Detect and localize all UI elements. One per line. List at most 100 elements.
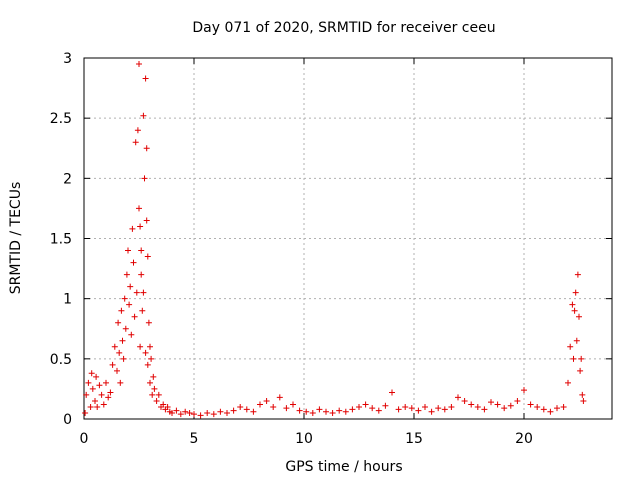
data-point: [134, 127, 141, 134]
data-point: [336, 407, 343, 414]
data-point: [126, 301, 133, 308]
data-point: [121, 295, 128, 302]
data-point: [122, 325, 129, 332]
data-point: [160, 401, 167, 408]
data-point: [105, 394, 112, 401]
data-point: [127, 283, 134, 290]
data-point: [408, 405, 415, 412]
data-point: [82, 409, 89, 416]
data-point: [461, 397, 468, 404]
data-point: [257, 401, 263, 408]
data-point: [140, 289, 147, 296]
data-point: [382, 402, 389, 409]
data-point: [173, 407, 180, 414]
data-point: [145, 319, 152, 326]
data-point: [303, 408, 310, 415]
data-point: [576, 313, 582, 320]
data-point: [115, 319, 122, 326]
x-axis-label: GPS time / hours: [285, 459, 402, 475]
data-point: [263, 397, 270, 404]
data-point: [243, 406, 250, 413]
data-point: [560, 403, 567, 410]
data-point: [578, 355, 585, 362]
data-point: [123, 271, 130, 278]
y-tick-label: 1: [63, 292, 72, 308]
data-point: [149, 391, 156, 398]
data-point: [138, 271, 145, 278]
data-point: [494, 401, 501, 408]
data-point: [88, 370, 95, 377]
y-tick-label: 2: [63, 171, 72, 187]
data-points: [82, 61, 587, 419]
x-tick-label: 20: [515, 431, 533, 447]
data-point: [329, 409, 336, 416]
data-point: [98, 391, 105, 398]
data-point: [521, 387, 527, 394]
data-point: [128, 331, 135, 338]
data-point: [441, 406, 448, 413]
data-point: [316, 406, 323, 413]
data-point: [140, 112, 147, 119]
data-point: [290, 401, 296, 408]
data-point: [455, 394, 461, 401]
data-point: [150, 373, 157, 380]
data-point: [375, 407, 382, 414]
data-point: [534, 403, 541, 410]
data-point: [395, 406, 402, 413]
data-point: [138, 247, 145, 254]
data-point: [217, 408, 224, 415]
data-point: [468, 401, 475, 408]
data-point: [428, 408, 435, 415]
data-point: [514, 397, 521, 404]
data-point: [571, 307, 578, 314]
data-point: [448, 403, 455, 410]
y-axis-label: SRMTID / TECUs: [8, 182, 24, 295]
data-point: [474, 403, 481, 410]
data-point: [237, 403, 244, 410]
data-point: [270, 403, 277, 410]
data-point: [415, 407, 422, 414]
data-point: [114, 367, 120, 374]
ticks-layer: 0 5 10 15 20 0 0.5 1 1.5 2 2.5 3: [50, 51, 612, 447]
data-point: [574, 271, 581, 278]
data-point: [349, 406, 356, 413]
data-point: [540, 406, 547, 413]
data-point: [565, 379, 571, 386]
data-point: [142, 75, 149, 82]
data-point: [283, 405, 290, 412]
data-point: [151, 385, 158, 392]
data-point: [488, 399, 494, 406]
data-point: [147, 343, 153, 350]
data-point: [169, 409, 175, 416]
data-point: [141, 175, 148, 182]
data-point: [100, 401, 107, 408]
data-point: [136, 205, 142, 212]
data-point: [250, 408, 257, 415]
data-point: [129, 225, 136, 232]
data-point: [554, 405, 560, 412]
data-point: [120, 355, 127, 362]
data-point: [117, 379, 124, 386]
y-tick-label: 2.5: [50, 111, 72, 127]
data-point: [230, 407, 237, 414]
data-point: [276, 394, 283, 401]
x-tick-label: 0: [80, 431, 89, 447]
data-point: [111, 343, 118, 350]
data-point: [481, 406, 488, 413]
data-point: [362, 401, 369, 408]
data-point: [144, 253, 151, 260]
data-point: [507, 402, 514, 409]
data-point: [94, 403, 101, 410]
data-point: [570, 355, 577, 362]
data-point: [119, 337, 126, 344]
y-tick-label: 3: [63, 51, 72, 67]
data-point: [137, 343, 144, 350]
data-point: [153, 397, 160, 404]
data-point: [579, 391, 586, 398]
y-tick-label: 1.5: [50, 232, 72, 248]
data-point: [118, 307, 125, 314]
data-point: [422, 403, 428, 410]
data-point: [142, 349, 149, 356]
data-point: [369, 405, 376, 412]
data-point: [96, 382, 103, 389]
